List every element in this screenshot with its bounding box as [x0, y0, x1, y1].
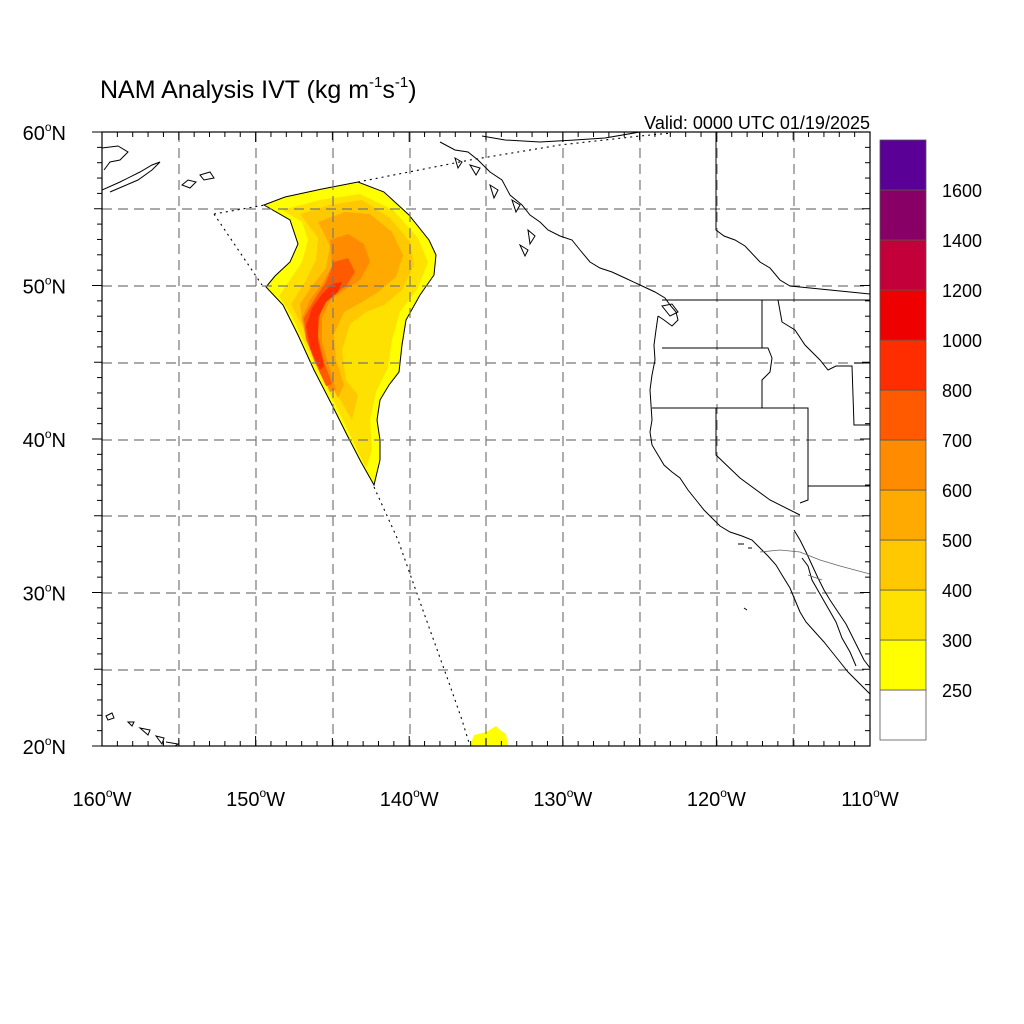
lat-label: 30oN	[23, 581, 66, 606]
colorbar-label: 300	[942, 631, 972, 651]
lat-label-hemi: N	[52, 277, 66, 299]
lon-label-hemi: W	[113, 789, 132, 811]
title-exponent-2: -1	[395, 74, 408, 91]
colorbar-swatch	[879, 639, 927, 691]
colorbar-swatch	[879, 339, 927, 391]
colorbar: 250 300 400 500 600 700 800 1000 1200 1400 1600	[879, 139, 982, 741]
ivt-fill-800	[306, 282, 342, 370]
lon-label-hemi: W	[727, 789, 746, 811]
title-close: )	[408, 76, 416, 104]
axis-ticks	[92, 131, 871, 747]
degree-symbol: o	[413, 786, 420, 800]
colorbar-swatch	[879, 389, 927, 441]
lat-label: 40oN	[23, 427, 66, 452]
lat-label-num: 40	[23, 430, 45, 452]
degree-symbol: o	[873, 786, 880, 800]
colorbar-label: 1400	[942, 231, 982, 251]
valid-time-label: Valid: 0000 UTC 01/19/2025	[644, 113, 870, 133]
lon-label: 160oW	[73, 786, 132, 811]
colorbar-swatch	[879, 539, 927, 591]
lon-label-num: 120	[687, 789, 720, 811]
lon-label: 140oW	[380, 786, 439, 811]
degree-symbol: o	[567, 786, 574, 800]
lon-label: 110oW	[841, 786, 899, 811]
colorbar-swatch	[879, 689, 927, 741]
colorbar-label: 400	[942, 581, 972, 601]
lat-label: 50oN	[23, 274, 66, 299]
alaska-islands	[181, 156, 679, 317]
colorbar-label: 500	[942, 531, 972, 551]
lon-label-num: 150	[226, 789, 259, 811]
canada-us-border	[662, 132, 870, 301]
us-west-coast	[649, 315, 870, 695]
alaska-panhandle	[439, 141, 679, 327]
colorbar-label: 800	[942, 381, 972, 401]
colorbar-swatch	[879, 439, 927, 491]
colorbar-label: 700	[942, 431, 972, 451]
degree-symbol: o	[106, 786, 113, 800]
model-domain-boundary	[213, 132, 673, 747]
ivt-shading	[262, 181, 508, 746]
title-exponent-1: -1	[369, 74, 382, 91]
hawaii	[105, 712, 180, 746]
alaska-coast	[102, 132, 641, 193]
lon-label: 150oW	[226, 786, 285, 811]
lon-label-num: 110	[841, 789, 873, 811]
degree-symbol: o	[45, 427, 52, 441]
title-main: NAM Analysis IVT (kg m	[100, 76, 369, 104]
graticule	[102, 132, 870, 746]
us-state-borders	[652, 299, 870, 516]
colorbar-label: 250	[942, 681, 972, 701]
colorbar-swatch	[879, 489, 927, 541]
lon-label-hemi: W	[880, 789, 899, 811]
colorbar-label: 1600	[942, 181, 982, 201]
lon-label: 120oW	[687, 786, 746, 811]
colorbar-label: 1200	[942, 281, 982, 301]
colorbar-swatch	[879, 189, 927, 241]
gulf-of-california	[793, 529, 870, 669]
lat-label-num: 30	[23, 584, 45, 606]
lon-label: 130oW	[533, 786, 592, 811]
lat-label-hemi: N	[52, 123, 66, 145]
channel-islands	[738, 543, 752, 611]
lat-label-num: 20	[23, 737, 45, 759]
colorbar-swatch	[879, 589, 927, 641]
lat-label: 20oN	[23, 734, 66, 759]
lon-label-num: 160	[73, 789, 106, 811]
map-title: NAM Analysis IVT (kg m-1s-1)	[100, 74, 417, 104]
title-mid: s	[382, 76, 395, 104]
degree-symbol: o	[720, 786, 727, 800]
longitude-labels: 160oW 150oW 140oW 130oW 120oW 110oW	[73, 786, 899, 811]
ivt-fill-tropics	[470, 726, 508, 746]
lon-label-num: 130	[533, 789, 566, 811]
degree-symbol: o	[45, 734, 52, 748]
lat-label-num: 60	[23, 123, 45, 145]
degree-symbol: o	[259, 786, 266, 800]
lat-label-num: 50	[23, 277, 45, 299]
degree-symbol: o	[45, 120, 52, 134]
lon-label-hemi: W	[266, 789, 285, 811]
colorbar-swatch	[879, 289, 927, 341]
lon-label-num: 140	[380, 789, 413, 811]
ivt-fill-500	[300, 212, 403, 398]
lat-label: 60oN	[23, 120, 66, 145]
coastlines-borders	[102, 132, 870, 746]
lon-label-hemi: W	[420, 789, 439, 811]
lon-label-hemi: W	[573, 789, 592, 811]
degree-symbol: o	[45, 581, 52, 595]
lat-label-hemi: N	[52, 737, 66, 759]
colorbar-swatch	[879, 139, 927, 191]
colorbar-swatch	[879, 239, 927, 291]
lat-label-hemi: N	[52, 584, 66, 606]
lat-label-hemi: N	[52, 430, 66, 452]
colorbar-label: 600	[942, 481, 972, 501]
mexico-border	[759, 549, 870, 581]
colorbar-label: 1000	[942, 331, 982, 351]
degree-symbol: o	[45, 274, 52, 288]
